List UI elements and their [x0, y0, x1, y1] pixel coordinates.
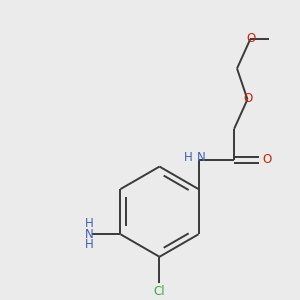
Text: H: H — [184, 151, 193, 164]
Text: N: N — [85, 228, 94, 241]
Text: Cl: Cl — [154, 285, 165, 298]
Text: H: H — [85, 238, 94, 251]
Text: O: O — [247, 32, 256, 45]
Text: O: O — [244, 92, 253, 105]
Text: N: N — [196, 151, 205, 164]
Text: O: O — [263, 153, 272, 166]
Text: H: H — [85, 217, 94, 230]
